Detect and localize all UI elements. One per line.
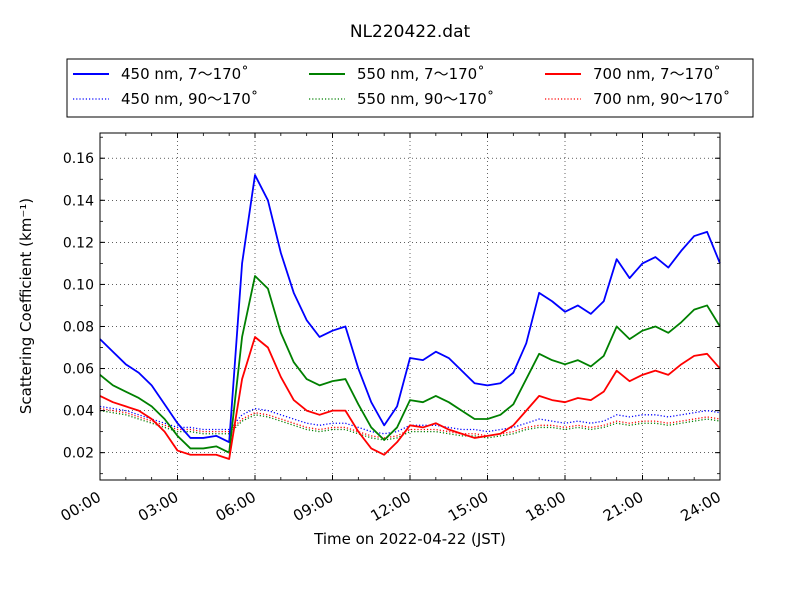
y-tick-label: 0.16 (63, 151, 94, 167)
chart-title: NL220422.dat (350, 22, 471, 42)
legend-label: 550 nm, 7～170˚ (357, 65, 485, 83)
x-tick-label: 15:00 (445, 488, 491, 525)
legend-label: 550 nm, 90～170˚ (357, 90, 494, 108)
y-tick-label: 0.14 (63, 193, 94, 209)
series-layer (99, 174, 721, 460)
series-line (99, 409, 721, 441)
legend-label: 700 nm, 90～170˚ (593, 90, 730, 108)
y-tick-label: 0.10 (63, 277, 94, 293)
x-tick-label: 21:00 (600, 488, 646, 525)
series-line (99, 174, 721, 444)
legend: 450 nm, 7～170˚ 550 nm, 7～170˚ 700 nm, 7～17… (66, 58, 754, 118)
series-line (99, 275, 721, 454)
y-tick-label: 0.12 (63, 235, 94, 251)
legend-label: 450 nm, 7～170˚ (121, 65, 249, 83)
legend-label: 700 nm, 7～170˚ (593, 65, 721, 83)
y-axis-label: Scattering Coefficient (km⁻¹) (17, 198, 35, 414)
y-tick-label: 0.04 (63, 404, 94, 420)
y-tick-label: 0.02 (63, 446, 94, 462)
x-tick-label: 00:00 (58, 488, 104, 525)
legend-box (66, 58, 754, 118)
x-tick-label: 24:00 (678, 488, 724, 525)
series-line (99, 336, 721, 460)
series-0 (99, 174, 721, 444)
series-5 (99, 407, 721, 439)
x-tick-label: 12:00 (368, 488, 414, 525)
x-tick-label: 03:00 (135, 488, 181, 525)
x-tick-label: 09:00 (290, 488, 336, 525)
x-tick-label: 18:00 (523, 488, 569, 525)
x-axis-label: Time on 2022-04-22 (JST) (313, 530, 506, 548)
y-tick-label: 0.08 (63, 319, 94, 335)
legend-label: 450 nm, 90～170˚ (121, 90, 258, 108)
ticks-layer: 0.02 0.04 0.06 0.08 0.10 0.12 0.14 0.16 00:00 03:… (58, 133, 724, 525)
series-4 (99, 409, 721, 441)
x-tick-label: 06:00 (213, 488, 259, 525)
series-line (99, 407, 721, 439)
series-1 (99, 275, 721, 454)
y-tick-label: 0.06 (63, 362, 94, 378)
series-2 (99, 336, 721, 460)
